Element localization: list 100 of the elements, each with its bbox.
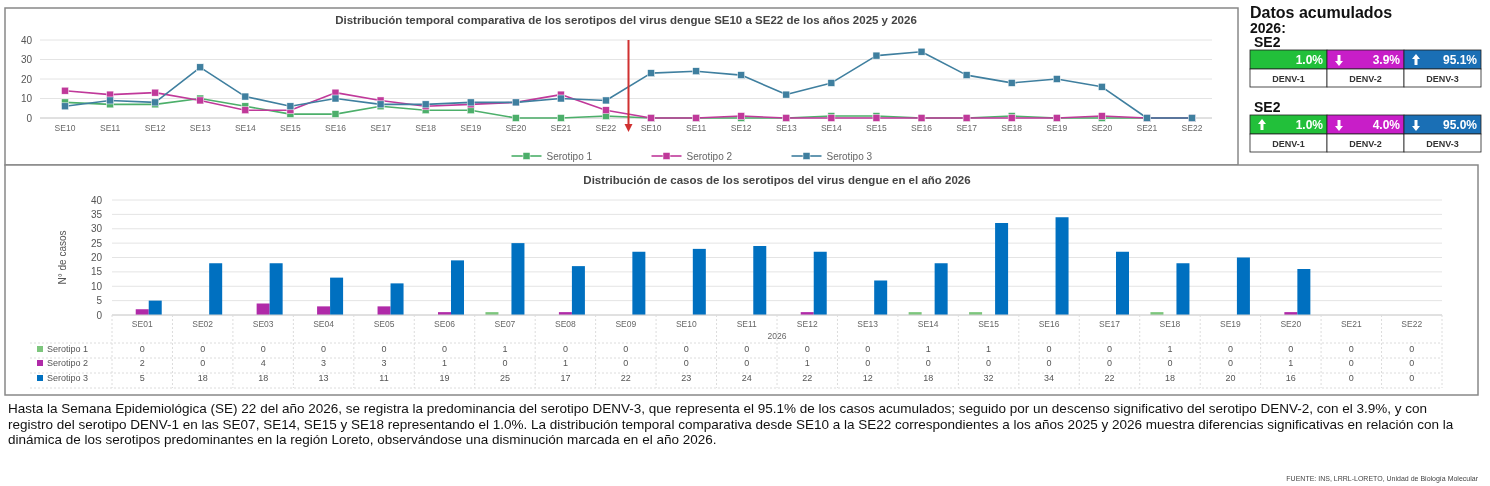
x-tick-label: SE16 bbox=[911, 123, 933, 133]
x-tick-label: SE01 bbox=[131, 319, 153, 329]
y-tick-label: 20 bbox=[20, 73, 33, 85]
data-label: 16 bbox=[1285, 373, 1296, 383]
data-label: 0 bbox=[1348, 358, 1354, 368]
data-label: 0 bbox=[744, 344, 750, 354]
x-tick-label: SE11 bbox=[686, 123, 707, 133]
legend-label: Serotipo 3 bbox=[826, 150, 873, 162]
x-tick-label: SE10 bbox=[640, 123, 662, 133]
data-label: 0 bbox=[1348, 344, 1354, 354]
x-tick-label: SE13 bbox=[857, 319, 879, 329]
data-label: 0 bbox=[200, 344, 206, 354]
data-label: 22 bbox=[1104, 373, 1115, 383]
y-tick-label: 15 bbox=[90, 266, 103, 278]
data-label: 0 bbox=[1106, 358, 1113, 368]
chart-title: Distribución de casos de los serotipos del virus dengue en el año 2026 bbox=[583, 174, 971, 186]
data-label: 1 bbox=[441, 358, 448, 368]
x-tick-label: SE18 bbox=[1159, 319, 1181, 329]
x-tick-label: SE21 bbox=[1136, 123, 1158, 133]
data-label: 4.0% bbox=[1372, 118, 1401, 132]
data-label: 0 bbox=[1046, 344, 1052, 354]
data-label: 0 bbox=[865, 344, 871, 354]
x-tick-label: SE12 bbox=[730, 123, 752, 133]
data-label: 0 bbox=[1167, 358, 1173, 368]
x-tick-label: SE22 bbox=[595, 123, 617, 133]
data-label: 17 bbox=[560, 373, 571, 383]
x-tick-label: SE14 bbox=[234, 123, 256, 133]
legend-label: Serotipo 2 bbox=[47, 358, 89, 368]
x-tick-label: SE05 bbox=[373, 319, 395, 329]
x-tick-label: SE11 bbox=[99, 123, 121, 133]
data-label: 0 bbox=[1106, 344, 1113, 354]
data-label: 19 bbox=[439, 373, 450, 383]
data-label: 20 bbox=[1225, 373, 1236, 383]
x-tick-label: SE06 bbox=[434, 319, 456, 329]
data-label: 0 bbox=[441, 344, 448, 354]
y-tick-label: 35 bbox=[90, 208, 103, 220]
text: Datos acumulados 2026: bbox=[1250, 4, 1393, 36]
data-label: 0 bbox=[925, 358, 931, 368]
data-label: 95.0% bbox=[1442, 118, 1478, 132]
y-tick-label: 40 bbox=[20, 34, 33, 46]
legend-label: Serotipo 2 bbox=[686, 150, 733, 162]
x-tick-label: SE04 bbox=[313, 319, 335, 329]
x-tick-label: SE17 bbox=[1099, 319, 1121, 329]
x-tick-label: SE03 bbox=[252, 319, 274, 329]
y-tick-label: 40 bbox=[90, 194, 103, 206]
data-label: 0 bbox=[623, 358, 629, 368]
data-label: 0 bbox=[623, 344, 629, 354]
x-tick-label: SE12 bbox=[144, 123, 166, 133]
x-tick-label: SE08 bbox=[555, 319, 577, 329]
x-tick-label: SE20 bbox=[1280, 319, 1302, 329]
x-tick-label: SE19 bbox=[1046, 123, 1068, 133]
data-label: 0 bbox=[865, 358, 871, 368]
data-label: 1.0% bbox=[1295, 118, 1324, 132]
data-label: 32 bbox=[983, 373, 994, 383]
x-tick-label: SE13 bbox=[189, 123, 211, 133]
x-tick-label: SE15 bbox=[280, 123, 302, 133]
data-label: 2 bbox=[139, 358, 145, 368]
data-label: 1 bbox=[804, 358, 810, 368]
x-tick-label: SE15 bbox=[866, 123, 888, 133]
data-label: 1 bbox=[986, 344, 992, 354]
x-tick-label: SE17 bbox=[370, 123, 392, 133]
data-label: 0 bbox=[562, 344, 568, 354]
text: Hasta la Semana Epidemiológica (SE) 22 del año 2026, se registra la predominancia del serotipo DENV-3, que representa el 95.1% de los casos acumulados; seguido por un descenso significativo del serotipo DENV-2, con el 3.9%, y con registro del serotipo DENV-1 en las SE07, SE14, SE15 y SE18 representando el 1.0%. La distribución temporal comparativa desde SE10 a la SE22 correspondientes a los años 2025 y 2026 muestra diferencias significativas en relación con la dinámica de los serotipos predominantes en la región Loreto, observándose una disminución marcada en el año 2026. bbox=[8, 401, 1454, 447]
x-tick-label: SE10 bbox=[54, 123, 76, 133]
x-tick-label: SE20 bbox=[505, 123, 527, 133]
x-tick-label: SE18 bbox=[415, 123, 437, 133]
y-tick-label: 30 bbox=[90, 223, 103, 235]
x-tick-label: SE09 bbox=[615, 319, 637, 329]
data-label: 18 bbox=[923, 373, 934, 383]
x-tick-label: SE16 bbox=[1038, 319, 1060, 329]
data-label: 1 bbox=[1288, 358, 1294, 368]
y-tick-label: 20 bbox=[90, 252, 103, 263]
data-label: 18 bbox=[1164, 373, 1175, 383]
data-label: 18 bbox=[197, 373, 208, 383]
data-label: 0 bbox=[683, 344, 689, 354]
data-label: 3 bbox=[321, 358, 327, 368]
y-tick-label: 0 bbox=[26, 112, 33, 124]
x-tick-label: SE20 bbox=[1091, 123, 1113, 133]
x-tick-label: SE10 bbox=[675, 319, 697, 329]
y-tick-label: 30 bbox=[20, 54, 33, 65]
y-tick-label: 25 bbox=[90, 237, 103, 249]
data-label: 25 bbox=[499, 373, 510, 383]
data-label: 0 bbox=[200, 358, 206, 368]
data-label: 0 bbox=[139, 344, 145, 354]
data-label: 0 bbox=[1227, 358, 1233, 368]
data-label: 0 bbox=[986, 358, 992, 368]
data-label: 0 bbox=[1409, 344, 1415, 354]
data-label: 12 bbox=[862, 373, 873, 383]
data-label: 34 bbox=[1044, 373, 1055, 383]
x-tick-label: SE13 bbox=[775, 123, 797, 133]
data-label: 95.1% bbox=[1442, 53, 1478, 67]
x-tick-label: SE11 bbox=[736, 319, 758, 329]
category-label: DENV-1 bbox=[1272, 74, 1305, 84]
data-label: 22 bbox=[802, 373, 813, 383]
chart-title: Distribución temporal comparativa de los serotipos del virus dengue SE10 a SE22 de los años 2025 y 2026 bbox=[335, 14, 917, 26]
data-label: 1 bbox=[1167, 344, 1173, 354]
series-label: SE2 bbox=[1254, 99, 1281, 115]
x-tick-label: SE14 bbox=[820, 123, 843, 133]
y-tick-label: 0 bbox=[96, 309, 103, 321]
data-label: 0 bbox=[1409, 373, 1415, 383]
